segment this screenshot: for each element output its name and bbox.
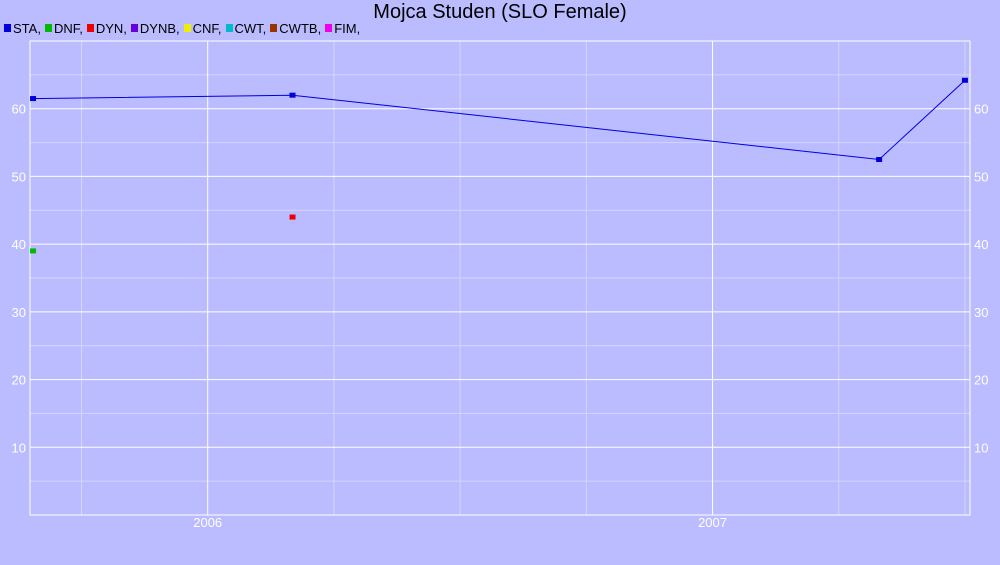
legend-swatch-fim <box>325 24 333 32</box>
chart-title: Mojca Studen (SLO Female) <box>373 1 627 23</box>
y-tick-label-left: 50 <box>12 169 26 184</box>
y-tick-label-left: 20 <box>12 373 26 388</box>
y-tick-label-right: 50 <box>974 169 988 184</box>
legend-label-dynb: DYNB, <box>139 20 180 36</box>
y-tick-label-left: 60 <box>12 102 26 117</box>
legend-swatch-sta <box>4 24 11 32</box>
legend-item-dynb: DYNB, <box>130 20 180 36</box>
legend-swatch-dnf <box>44 24 52 32</box>
data-point-sta <box>876 157 883 162</box>
legend-item-fim: FIM, <box>325 20 360 36</box>
x-tick-label: 2007 <box>698 515 727 530</box>
legend-item-cnf: CNF, <box>183 20 222 36</box>
legend-swatch-cwt <box>225 24 233 32</box>
legend-swatch-dynb <box>130 24 138 32</box>
data-point-dyn <box>289 214 296 220</box>
legend-label-cnf: CNF, <box>192 20 222 36</box>
series-line-sta <box>32 79 966 161</box>
legend-swatch-cnf <box>183 24 191 32</box>
y-tick-label-right: 20 <box>974 373 988 388</box>
legend-item-sta: STA, <box>4 20 41 36</box>
legend-swatch-dyn <box>86 24 94 32</box>
y-tick-label-right: 60 <box>974 102 988 117</box>
y-tick-label-right: 40 <box>974 237 988 252</box>
data-point-sta <box>961 77 968 83</box>
legend: STA, DNF, DYN, DYNB, CNF, CWT, CWTB, FIM… <box>4 20 364 36</box>
legend-item-cwtb: CWTB, <box>270 20 321 36</box>
legend-item-cwt: CWT, <box>225 20 267 36</box>
legend-item-dnf: DNF, <box>44 20 83 36</box>
legend-label-cwtb: CWTB, <box>279 20 322 36</box>
legend-label-cwt: CWT, <box>234 20 267 36</box>
legend-swatch-cwtb <box>270 24 278 32</box>
legend-label-dyn: DYN, <box>95 20 127 36</box>
data-point-sta <box>289 92 296 98</box>
y-tick-label-right: 10 <box>974 440 988 455</box>
data-point-dnf <box>30 248 37 254</box>
y-tick-label-left: 30 <box>12 305 26 320</box>
y-tick-label-right: 30 <box>974 305 988 320</box>
legend-label-dnf: DNF, <box>53 20 83 36</box>
legend-label-fim: FIM, <box>334 20 361 36</box>
plot-frame <box>29 40 971 516</box>
data-point-sta <box>30 96 37 102</box>
x-tick-label: 2006 <box>193 515 222 530</box>
y-tick-label-left: 40 <box>12 237 26 252</box>
y-tick-label-left: 10 <box>12 440 26 455</box>
legend-item-dyn: DYN, <box>86 20 127 36</box>
legend-label-sta: STA, <box>13 20 41 36</box>
